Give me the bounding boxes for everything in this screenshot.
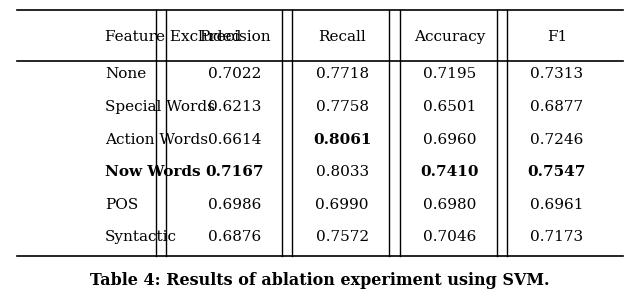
Text: 0.6980: 0.6980	[423, 198, 476, 212]
Text: 0.7718: 0.7718	[316, 67, 369, 81]
Text: 0.7167: 0.7167	[205, 165, 264, 179]
Text: 0.7173: 0.7173	[531, 231, 584, 244]
Text: F1: F1	[547, 30, 567, 44]
Text: 0.7022: 0.7022	[208, 67, 261, 81]
Text: 0.7410: 0.7410	[420, 165, 479, 179]
Text: 0.7758: 0.7758	[316, 100, 369, 114]
Text: Table 4: Results of ablation experiment using SVM.: Table 4: Results of ablation experiment …	[90, 272, 550, 289]
Text: 0.6877: 0.6877	[531, 100, 584, 114]
Text: 0.8061: 0.8061	[313, 133, 371, 147]
Text: 0.6986: 0.6986	[208, 198, 261, 212]
Text: 0.6961: 0.6961	[530, 198, 584, 212]
Text: 0.7195: 0.7195	[423, 67, 476, 81]
Text: Feature Excluded: Feature Excluded	[105, 30, 242, 44]
Text: 0.6501: 0.6501	[423, 100, 476, 114]
Text: POS: POS	[105, 198, 138, 212]
Text: 0.7547: 0.7547	[528, 165, 586, 179]
Text: 0.6990: 0.6990	[316, 198, 369, 212]
Text: 0.6614: 0.6614	[208, 133, 262, 147]
Text: None: None	[105, 67, 147, 81]
Text: Now Words: Now Words	[105, 165, 201, 179]
Text: Accuracy: Accuracy	[414, 30, 485, 44]
Text: Special Words: Special Words	[105, 100, 215, 114]
Text: Syntactic: Syntactic	[105, 231, 177, 244]
Text: 0.7046: 0.7046	[423, 231, 476, 244]
Text: 0.8033: 0.8033	[316, 165, 369, 179]
Text: 0.6213: 0.6213	[208, 100, 261, 114]
Text: 0.7246: 0.7246	[530, 133, 584, 147]
Text: Action Words: Action Words	[105, 133, 208, 147]
Text: 0.7313: 0.7313	[531, 67, 584, 81]
Text: 0.6876: 0.6876	[208, 231, 261, 244]
Text: 0.7572: 0.7572	[316, 231, 369, 244]
Text: 0.6960: 0.6960	[423, 133, 476, 147]
Text: Precision: Precision	[199, 30, 271, 44]
Text: Recall: Recall	[318, 30, 366, 44]
